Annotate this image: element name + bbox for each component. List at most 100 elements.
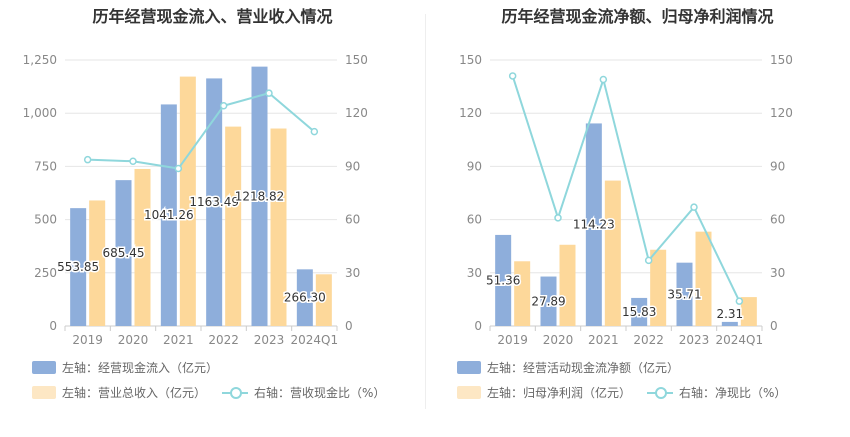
bar-blue[interactable]: [540, 276, 557, 326]
legend-swatch-orange: [457, 386, 481, 399]
left-chart-svg: 0 250 500 750 1,000 1,250 0 30 60 90 120 150 2019 202…: [23, 53, 368, 347]
bar-blue[interactable]: [585, 123, 602, 327]
line-point[interactable]: [644, 256, 653, 265]
x-tick-label: 2023: [679, 333, 710, 347]
x-tick-label: 2023: [254, 333, 285, 347]
data-label: 553.85: [57, 260, 99, 274]
y-tick-label: 30: [467, 266, 482, 280]
legend-label: 左轴：归母净利润（亿元）: [487, 386, 632, 400]
legend-row-2: 左轴：归母净利润（亿元） 右轴：净现比（%）: [457, 384, 802, 401]
line-point[interactable]: [129, 157, 137, 166]
right-chart-svg: 0 30 60 90 120 150 0 30 60 90 120 150 2019 2020 2021 20…: [459, 53, 793, 347]
line-point[interactable]: [690, 203, 698, 211]
line-point[interactable]: [554, 214, 562, 222]
bar-blue[interactable]: [631, 297, 648, 326]
line-point[interactable]: [83, 155, 92, 164]
bar-orange[interactable]: [604, 180, 621, 326]
bar-orange[interactable]: [134, 168, 151, 326]
bar-blue[interactable]: [251, 66, 268, 326]
y2-tick-label: 90: [345, 159, 360, 173]
legend-bar2[interactable]: 左轴：营业总收入（亿元）: [32, 384, 206, 401]
legend-swatch-blue: [32, 361, 56, 374]
y-tick-label: 250: [34, 266, 57, 280]
line-point[interactable]: [174, 164, 183, 173]
bar-orange[interactable]: [179, 76, 196, 327]
y-tick-label: 120: [459, 106, 482, 120]
x-tick-label: 2022: [633, 333, 664, 347]
bar-orange[interactable]: [514, 261, 531, 326]
y2-tick-label: 150: [345, 53, 368, 67]
line-point[interactable]: [265, 89, 273, 97]
y2-tick-label: 30: [770, 266, 785, 280]
y2-tick-label: 90: [770, 159, 785, 173]
data-label: 1218.82: [235, 189, 285, 203]
y-tick-label: 150: [459, 53, 482, 67]
y-tick-label: 90: [467, 159, 482, 173]
x-tick-label: 2021: [588, 333, 619, 347]
y2-tick-label: 150: [770, 53, 793, 67]
bar-blue[interactable]: [495, 234, 512, 326]
bar-orange[interactable]: [740, 297, 757, 326]
legend-swatch-orange: [32, 386, 56, 399]
x-tick-label: 2024Q1: [291, 333, 339, 347]
legend-line[interactable]: 右轴：营收现金比（%）: [222, 384, 385, 401]
legend-swatch-line: [647, 386, 674, 399]
line-point[interactable]: [310, 127, 319, 136]
y-tick-label: 0: [474, 319, 482, 333]
bar-blue[interactable]: [296, 269, 313, 326]
y2-tick-label: 60: [345, 213, 360, 227]
legend-swatch-blue: [457, 361, 481, 374]
y-tick-label: 1,250: [23, 53, 57, 67]
bar-orange[interactable]: [225, 126, 242, 326]
legend-label: 左轴：经营活动现金流净额（亿元）: [487, 361, 680, 375]
bar-orange[interactable]: [89, 200, 106, 326]
bar-blue[interactable]: [160, 104, 177, 327]
legend-label: 右轴：营收现金比（%）: [254, 386, 386, 400]
y-tick-label: 750: [34, 159, 57, 173]
data-label: 15.83: [622, 305, 656, 319]
legend-label: 左轴：营业总收入（亿元）: [62, 386, 207, 400]
line-point[interactable]: [219, 102, 228, 110]
bar-blue[interactable]: [206, 78, 223, 326]
y2-tick-label: 30: [345, 266, 360, 280]
x-tick-label: 2022: [208, 333, 239, 347]
y-tick-label: 0: [49, 319, 57, 333]
y2-tick-label: 0: [345, 319, 353, 333]
line-point[interactable]: [735, 297, 744, 305]
line-point[interactable]: [599, 75, 608, 84]
line-point[interactable]: [508, 72, 517, 80]
y2-tick-label: 60: [770, 213, 785, 227]
legend-label: 右轴：净现比（%）: [679, 386, 787, 400]
x-tick-label: 2024Q1: [716, 333, 764, 347]
data-label: 114.23: [573, 218, 615, 232]
legend-bar1[interactable]: 左轴：经营活动现金流净额（亿元）: [457, 359, 679, 376]
bar-blue[interactable]: [70, 208, 87, 326]
bar-orange[interactable]: [559, 244, 576, 326]
x-tick-label: 2019: [497, 333, 528, 347]
y2-tick-label: 120: [770, 106, 793, 120]
bar-orange[interactable]: [315, 274, 332, 326]
ratio-line: [87, 92, 315, 170]
y-tick-label: 1,000: [23, 106, 57, 120]
legend-bar2[interactable]: 左轴：归母净利润（亿元）: [457, 384, 631, 401]
x-tick-label: 2020: [543, 333, 574, 347]
x-tick-label: 2021: [163, 333, 194, 347]
legend-bar1[interactable]: 左轴：经营现金流入（亿元）: [32, 359, 218, 376]
x-tick-label: 2019: [72, 333, 103, 347]
y2-tick-label: 0: [770, 319, 778, 333]
chart-title: 历年经营现金流入、营业收入情况: [92, 7, 333, 26]
x-tick-label: 2020: [118, 333, 149, 347]
bar-orange[interactable]: [695, 231, 712, 326]
legend-label: 左轴：经营现金流入（亿元）: [62, 361, 219, 375]
data-label: 51.36: [486, 273, 520, 287]
data-label: 27.89: [531, 294, 565, 308]
bar-orange[interactable]: [270, 128, 287, 326]
data-label: 35.71: [667, 287, 701, 301]
legend-line[interactable]: 右轴：净现比（%）: [647, 384, 786, 401]
bar-orange[interactable]: [650, 249, 667, 326]
bar-blue[interactable]: [676, 262, 693, 326]
ratio-line: [511, 75, 741, 302]
bar-blue[interactable]: [721, 321, 738, 326]
bar-blue[interactable]: [115, 180, 132, 326]
data-label: 1163.49: [189, 195, 239, 209]
